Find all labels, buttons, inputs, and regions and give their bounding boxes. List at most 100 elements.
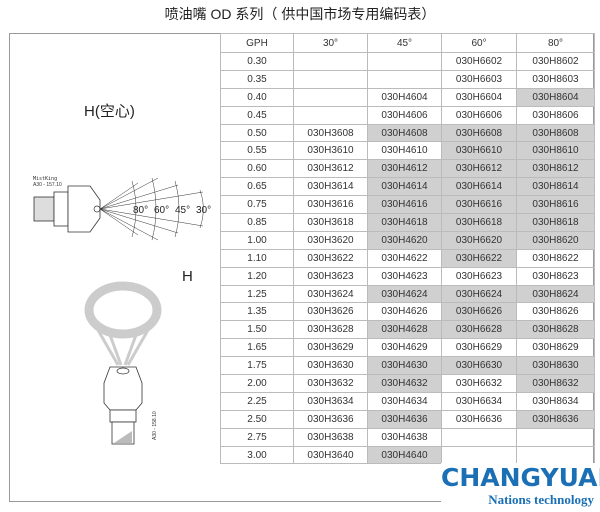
code-cell: 030H8632 bbox=[516, 374, 595, 393]
code-cell: 030H8602 bbox=[516, 52, 595, 71]
header-30: 30° bbox=[293, 33, 368, 53]
gph-cell: 0.45 bbox=[220, 105, 294, 125]
h-label: H bbox=[182, 268, 193, 285]
table-row: 1.00 030H3620 030H4620 030H6620 030H8620 bbox=[220, 230, 595, 250]
code-cell: 030H6610 bbox=[441, 141, 517, 161]
code-cell: 030H4629 bbox=[367, 338, 442, 358]
gph-cell: 3.00 bbox=[220, 445, 294, 465]
code-cell: 030H6626 bbox=[441, 302, 517, 322]
code-cell bbox=[293, 69, 368, 89]
code-cell: 030H4632 bbox=[367, 374, 442, 393]
code-cell: 030H3628 bbox=[293, 320, 368, 340]
table-row: 0.50 030H3608 030H4608 030H6608 030H8608 bbox=[220, 123, 595, 143]
table-row: 0.65 030H3614 030H4614 030H6614 030H8614 bbox=[220, 177, 595, 197]
gph-cell: 2.25 bbox=[220, 391, 294, 411]
table-row: 2.25 030H3634 030H4634 030H6634 030H8634 bbox=[220, 391, 595, 411]
code-cell: 030H6632 bbox=[441, 374, 517, 393]
code-cell: 030H3612 bbox=[293, 159, 368, 179]
code-cell: 030H4620 bbox=[367, 230, 442, 250]
code-cell bbox=[293, 105, 368, 125]
code-cell: 030H6620 bbox=[441, 230, 517, 250]
code-cell: 030H4618 bbox=[367, 213, 442, 232]
code-cell: 030H6604 bbox=[441, 87, 517, 107]
nozzle-brand-text: MistKing bbox=[33, 176, 57, 182]
code-cell: 030H4628 bbox=[367, 320, 442, 340]
angle-label-45: 45° bbox=[175, 205, 190, 216]
table-row: 0.35 030H6603 030H8603 bbox=[220, 69, 595, 89]
logo-tagline: Nations technology bbox=[488, 492, 594, 507]
code-cell: 030H8618 bbox=[516, 213, 595, 232]
table-row: 0.75 030H3616 030H4616 030H6616 030H8616 bbox=[220, 195, 595, 215]
gph-cell: 0.35 bbox=[220, 69, 294, 89]
code-cell: 030H6623 bbox=[441, 266, 517, 286]
code-cell: 030H8622 bbox=[516, 248, 595, 268]
code-cell: 030H4624 bbox=[367, 284, 442, 304]
code-cell: 030H4606 bbox=[367, 105, 442, 125]
code-cell: 030H6618 bbox=[441, 213, 517, 232]
code-cell: 030H4626 bbox=[367, 302, 442, 322]
code-cell: 030H6608 bbox=[441, 123, 517, 143]
gph-cell: 1.65 bbox=[220, 338, 294, 358]
code-cell: 030H8636 bbox=[516, 409, 595, 429]
code-cell: 030H8629 bbox=[516, 338, 595, 358]
nozzle-code-text-2: A30 - 158.10 bbox=[152, 411, 158, 440]
gph-cell: 0.30 bbox=[220, 52, 294, 71]
code-cell: 030H4630 bbox=[367, 356, 442, 376]
code-cell bbox=[516, 445, 595, 465]
code-cell: 030H8623 bbox=[516, 266, 595, 286]
code-cell: 030H8628 bbox=[516, 320, 595, 340]
code-cell bbox=[441, 427, 517, 447]
gph-cell: 2.00 bbox=[220, 374, 294, 393]
code-cell: 030H3630 bbox=[293, 356, 368, 376]
code-cell: 030H4614 bbox=[367, 177, 442, 197]
gph-cell: 0.55 bbox=[220, 141, 294, 161]
header-60: 60° bbox=[441, 33, 517, 53]
code-cell: 030H6624 bbox=[441, 284, 517, 304]
code-cell: 030H6602 bbox=[441, 52, 517, 71]
code-cell: 030H6606 bbox=[441, 105, 517, 125]
code-cell: 030H8610 bbox=[516, 141, 595, 161]
gph-cell: 0.60 bbox=[220, 159, 294, 179]
gph-cell: 0.65 bbox=[220, 177, 294, 197]
code-cell: 030H4604 bbox=[367, 87, 442, 107]
code-cell: 030H4623 bbox=[367, 266, 442, 286]
code-cell: 030H6616 bbox=[441, 195, 517, 215]
code-cell bbox=[293, 87, 368, 107]
table-row: 1.50 030H3628 030H4628 030H6628 030H8628 bbox=[220, 320, 595, 340]
table-header-row: GPH 30° 45° 60° 80° bbox=[220, 33, 595, 53]
code-cell: 030H4636 bbox=[367, 409, 442, 429]
code-cell: 030H8624 bbox=[516, 284, 595, 304]
code-cell: 030H4610 bbox=[367, 141, 442, 161]
code-cell: 030H3623 bbox=[293, 266, 368, 286]
code-cell bbox=[367, 69, 442, 89]
table-row: 1.25 030H3624 030H4624 030H6624 030H8624 bbox=[220, 284, 595, 304]
code-cell: 030H6634 bbox=[441, 391, 517, 411]
angle-label-30: 30° bbox=[196, 205, 211, 216]
code-cell bbox=[367, 52, 442, 71]
gph-cell: 1.00 bbox=[220, 230, 294, 250]
table-row: 0.40 030H4604 030H6604 030H8604 bbox=[220, 87, 595, 107]
gph-cell: 1.50 bbox=[220, 320, 294, 340]
code-cell: 030H6612 bbox=[441, 159, 517, 179]
angle-label-80: 80° bbox=[133, 205, 148, 216]
gph-cell: 1.10 bbox=[220, 248, 294, 268]
table-row: 0.30 030H6602 030H8602 bbox=[220, 52, 595, 71]
code-cell: 030H8603 bbox=[516, 69, 595, 89]
gph-cell: 0.50 bbox=[220, 123, 294, 143]
angle-label-60: 60° bbox=[154, 205, 169, 216]
code-cell: 030H3624 bbox=[293, 284, 368, 304]
gph-cell: 2.75 bbox=[220, 427, 294, 447]
code-cell: 030H3616 bbox=[293, 195, 368, 215]
code-cell: 030H3614 bbox=[293, 177, 368, 197]
code-cell: 030H8606 bbox=[516, 105, 595, 125]
code-cell: 030H4608 bbox=[367, 123, 442, 143]
code-cell: 030H8604 bbox=[516, 87, 595, 107]
table-row: 0.60 030H3612 030H4612 030H6612 030H8612 bbox=[220, 159, 595, 179]
hollow-cone-spray-diagram: A30 - 158.10 bbox=[84, 281, 162, 445]
code-cell: 030H3620 bbox=[293, 230, 368, 250]
nozzle-side-diagram: MistKing A30 - 157.10 80° 60° 45° 30° bbox=[33, 176, 211, 241]
code-cell: 030H6622 bbox=[441, 248, 517, 268]
code-cell: 030H6636 bbox=[441, 409, 517, 429]
gph-cell: 2.50 bbox=[220, 409, 294, 429]
code-cell: 030H3638 bbox=[293, 427, 368, 447]
